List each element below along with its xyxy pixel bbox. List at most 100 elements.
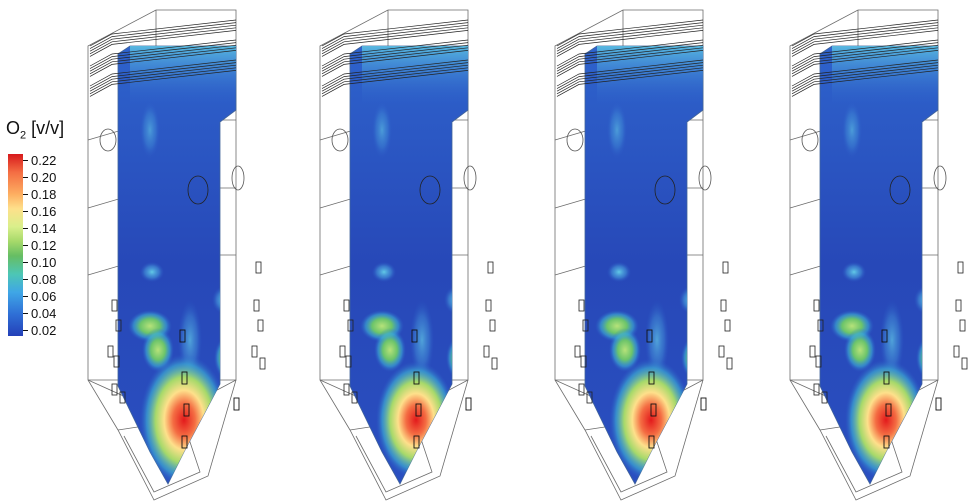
tube-line — [321, 50, 469, 77]
colorbar-tick-label: 0.10 — [31, 255, 57, 270]
port-outline — [113, 355, 120, 368]
tube-line — [89, 67, 237, 95]
port-outline — [959, 319, 966, 332]
lance-outline — [650, 403, 657, 417]
hopper-inner — [123, 423, 201, 493]
port-outline — [582, 319, 589, 332]
tube-line — [89, 70, 237, 97]
port-outline — [115, 319, 122, 332]
lance-outline — [411, 329, 418, 343]
o2-zone-right — [916, 336, 938, 380]
o2-zone-left-lower — [844, 328, 876, 372]
superheater-tubes — [321, 19, 469, 97]
tube-line — [791, 30, 939, 57]
plane-top-zone — [362, 46, 468, 106]
tube-line — [791, 27, 939, 55]
legend-title-subscript: 2 — [20, 129, 27, 142]
o2-zone-left-lower — [609, 328, 641, 372]
port-outline — [489, 319, 496, 332]
port-outline — [580, 355, 587, 368]
tube-line — [321, 64, 469, 92]
hopper-inner — [590, 423, 668, 493]
lance-outline — [935, 397, 942, 411]
colorbar-tick-label: 0.20 — [31, 170, 57, 185]
tube-line — [556, 24, 704, 52]
colorbar-gradient — [8, 154, 23, 336]
o2-zone-port — [372, 262, 396, 282]
tube-line — [791, 42, 939, 69]
tube-line — [321, 62, 469, 89]
o2-zone-right — [446, 336, 468, 380]
burner-ports — [574, 261, 733, 449]
tube-line — [556, 47, 704, 75]
tube-line — [556, 67, 704, 95]
lance-outline — [233, 397, 240, 411]
boiler-panel — [319, 9, 498, 501]
port-outline — [578, 299, 585, 312]
port-outline — [957, 261, 964, 274]
o2-zone-upper-streak — [140, 102, 160, 158]
port-outline — [251, 345, 258, 358]
colorbar-tick-label: 0.12 — [31, 238, 57, 253]
port-outline — [253, 299, 260, 312]
tube-line — [556, 44, 704, 72]
tube-line — [791, 39, 939, 67]
port-outline — [111, 299, 118, 312]
tube-line — [556, 27, 704, 55]
tube-line — [556, 59, 704, 87]
tube-line — [791, 59, 939, 87]
tube-line — [321, 30, 469, 57]
port-outline — [726, 357, 733, 370]
tube-line — [321, 39, 469, 67]
burner-ports — [809, 261, 968, 449]
colorbar-tick-mark — [23, 160, 28, 161]
tube-line — [89, 30, 237, 57]
o2-zone-right-upper — [444, 286, 468, 314]
tube-line — [89, 19, 237, 47]
lance-outline — [179, 329, 186, 343]
lance-outline — [648, 371, 655, 385]
port-outline — [343, 299, 350, 312]
tube-line — [321, 24, 469, 52]
port-outline — [722, 261, 729, 274]
port-outline — [718, 345, 725, 358]
o2-zone-upper-streak — [372, 102, 392, 158]
tube-line — [321, 47, 469, 75]
inspection-opening — [654, 175, 676, 205]
port-outline — [491, 357, 498, 370]
colorbar-tick-label: 0.14 — [31, 221, 57, 236]
boiler-panel — [554, 9, 733, 501]
tube-line — [791, 22, 939, 49]
tube-line — [791, 62, 939, 89]
colorbar-tick-mark — [23, 262, 28, 263]
tube-line — [791, 64, 939, 92]
o2-zone-upper-streak — [842, 102, 862, 158]
legend-title-unit: [v/v] — [26, 118, 65, 138]
inspection-opening — [889, 175, 911, 205]
colorbar-tick-label: 0.16 — [31, 204, 57, 219]
colorbar-tick-mark — [23, 330, 28, 331]
hopper-inner — [825, 423, 903, 493]
o2-zone-right-upper — [914, 286, 938, 314]
colorbar-tick-mark — [23, 228, 28, 229]
port-outline — [483, 345, 490, 358]
tube-line — [321, 22, 469, 49]
o2-zone-right-upper — [212, 286, 236, 314]
inspection-opening — [933, 165, 947, 191]
plane-top-zone — [832, 46, 938, 106]
tube-line — [556, 19, 704, 47]
tube-line — [89, 47, 237, 75]
colorbar-tick-mark — [23, 296, 28, 297]
o2-zone-right-upper — [679, 286, 703, 314]
port-outline — [347, 319, 354, 332]
lance-outline — [183, 403, 190, 417]
lance-outline — [413, 435, 420, 449]
port-outline — [351, 391, 358, 404]
inspection-opening — [801, 128, 819, 152]
lance-outline — [465, 397, 472, 411]
tube-line — [321, 19, 469, 47]
tube-line — [556, 30, 704, 57]
port-outline — [813, 383, 820, 396]
tube-line — [556, 62, 704, 89]
tube-line — [321, 59, 469, 87]
